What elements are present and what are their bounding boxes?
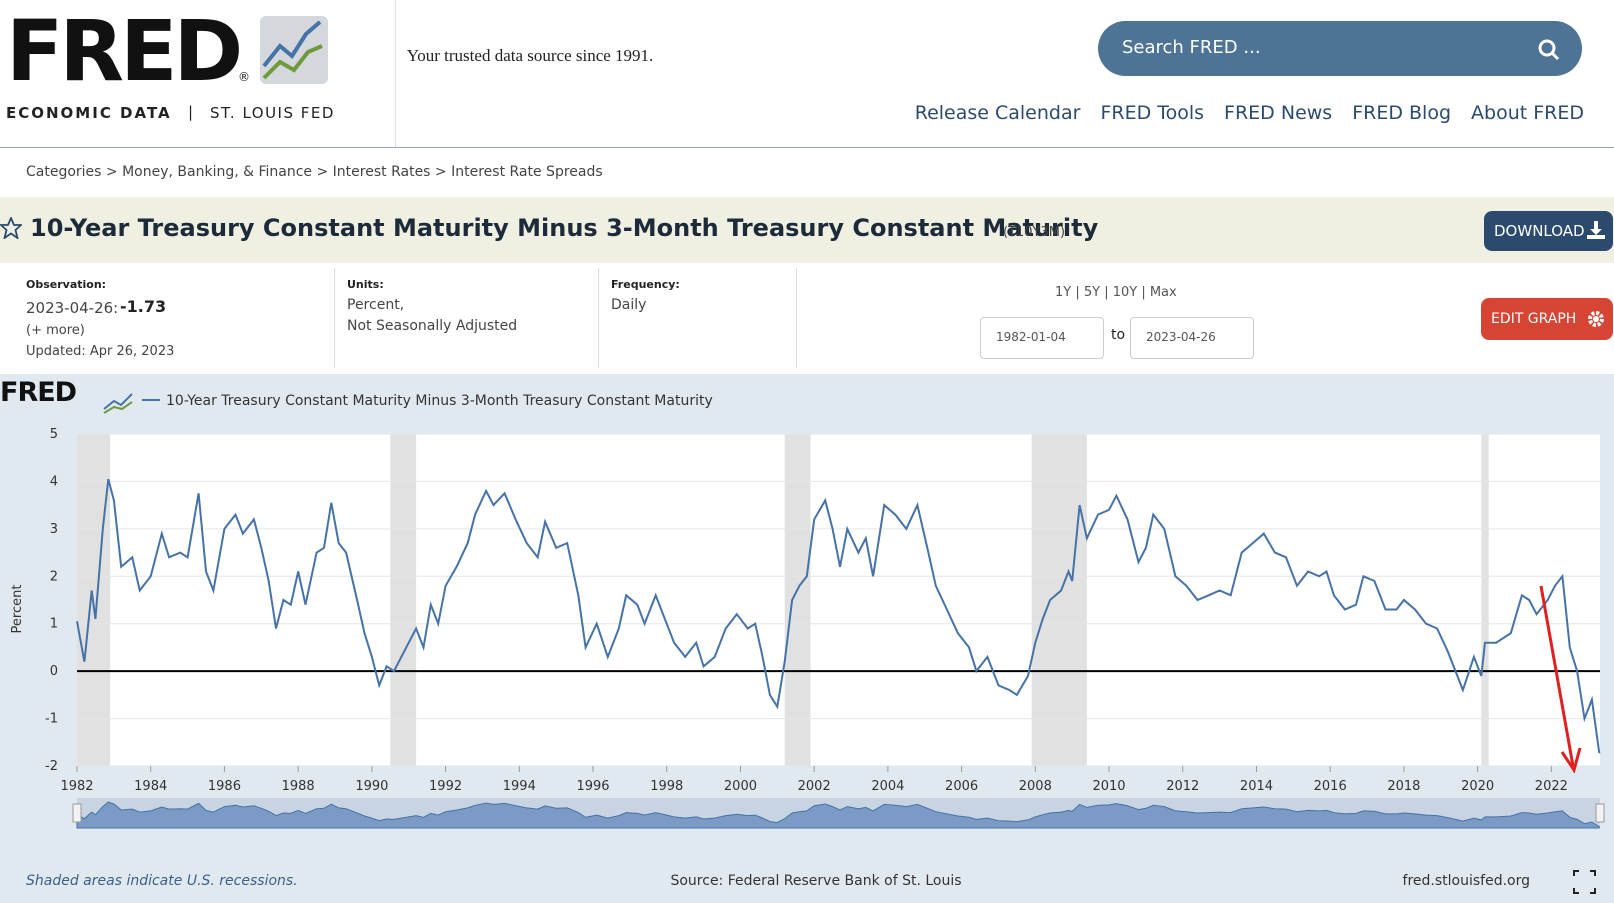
navigator-area	[76, 801, 1600, 829]
x-tick-label: 2000	[724, 779, 757, 794]
x-tick-label: 2002	[798, 779, 831, 794]
recession-band	[784, 434, 811, 766]
y-tick-label: 3	[50, 522, 58, 537]
breadcrumb[interactable]: Categories > Money, Banking, & Finance >…	[26, 164, 603, 180]
x-tick-label: 1998	[650, 779, 683, 794]
nav-link[interactable]: FRED Tools	[1100, 102, 1205, 124]
plot-bg	[77, 434, 1600, 766]
gear-icon	[1588, 311, 1604, 327]
y-tick-label: 4	[50, 474, 58, 489]
to-label: to	[1111, 327, 1126, 343]
navigator-handle[interactable]	[72, 803, 82, 823]
legend-entry[interactable]: 10-Year Treasury Constant Maturity Minus…	[166, 393, 713, 409]
header: FRED ® ECONOMIC DATA | ST. LOUIS FED You…	[0, 0, 1614, 148]
range-links[interactable]: 1Y | 5Y | 10Y | Max	[1055, 285, 1177, 300]
navigator-handle[interactable]	[1595, 803, 1605, 823]
updated: Updated: Apr 26, 2023	[26, 344, 175, 359]
nav-link[interactable]: Release Calendar	[914, 102, 1081, 124]
x-tick-label: 1992	[429, 779, 462, 794]
x-tick-label: 1994	[503, 779, 536, 794]
series-id: (T10Y3M)	[1003, 225, 1066, 240]
recession-band	[1481, 434, 1489, 766]
download-label: DOWNLOAD	[1494, 222, 1585, 240]
series-line	[76, 478, 1601, 754]
tagline: Your trusted data source since 1991.	[406, 46, 654, 65]
start-date: 1982-01-04	[996, 330, 1066, 344]
info-row: Observation: 2023-04-26: -1.73 (+ more) …	[0, 263, 1614, 374]
units: Percent,	[347, 297, 405, 313]
nav-link[interactable]: FRED News	[1224, 102, 1333, 124]
chart-brand: FRED	[0, 377, 76, 408]
x-tick-label: 1996	[576, 779, 609, 794]
series-title: 10-Year Treasury Constant Maturity Minus…	[30, 214, 1099, 242]
edit-label: EDIT GRAPH	[1491, 311, 1577, 327]
logo[interactable]: FRED	[6, 2, 243, 100]
download-icon	[1587, 221, 1605, 239]
x-tick-label: 1986	[208, 779, 241, 794]
logo-sub: ECONOMIC DATA	[6, 104, 172, 122]
start-input[interactable]: 1982-01-04	[980, 317, 1104, 359]
x-tick-label: 1988	[282, 779, 315, 794]
x-tick-label: 2006	[945, 779, 978, 794]
registered: ®	[238, 70, 250, 84]
x-tick-label: 2020	[1461, 779, 1494, 794]
end-date: 2023-04-26	[1146, 330, 1216, 344]
obs-date: 2023-04-26:	[26, 299, 119, 317]
units: Not Seasonally Adjusted	[347, 318, 518, 334]
x-tick-label: 1982	[60, 779, 93, 794]
x-tick-label: 2022	[1535, 779, 1568, 794]
y-tick-label: -2	[45, 759, 58, 774]
obs-value: -1.73	[120, 297, 167, 316]
source: Source: Federal Reserve Bank of St. Loui…	[670, 873, 961, 889]
annotation-arrow	[1539, 585, 1575, 767]
x-tick-label: 2018	[1387, 779, 1420, 794]
more-link[interactable]: (+ more)	[26, 323, 85, 338]
search-icon[interactable]	[1538, 39, 1560, 61]
nav: Release Calendar FRED Tools FRED News FRED …	[915, 102, 1584, 124]
download-button[interactable]: DOWNLOAD	[1484, 211, 1613, 251]
recession-band	[390, 434, 417, 766]
edit-button[interactable]: EDIT GRAPH	[1481, 298, 1613, 340]
x-tick-label: 2008	[1019, 779, 1052, 794]
y-axis-label: Percent	[10, 585, 25, 634]
fullscreen-icon[interactable]	[1573, 870, 1596, 894]
y-tick-label: -1	[45, 712, 58, 727]
end-input[interactable]: 2023-04-26	[1130, 317, 1254, 359]
y-tick-label: 2	[50, 569, 58, 584]
site: fred.stlouisfed.org	[1403, 873, 1530, 889]
x-tick-label: 1990	[355, 779, 388, 794]
nav-link[interactable]: FRED Blog	[1352, 102, 1452, 124]
footnote: Shaded areas indicate U.S. recessions.	[26, 873, 298, 889]
x-tick-label: 1984	[134, 779, 167, 794]
search-placeholder: Search FRED ...	[1122, 37, 1261, 58]
y-tick-label: 1	[50, 617, 58, 632]
nav-link[interactable]: About FRED	[1471, 102, 1584, 124]
y-tick-label: 0	[50, 664, 58, 679]
recession-band	[1031, 434, 1087, 766]
x-tick-label: 2014	[1240, 779, 1273, 794]
search-box[interactable]: Search FRED ...	[1098, 21, 1582, 76]
frequency: Daily	[611, 297, 647, 313]
y-tick-label: 5	[50, 427, 58, 442]
x-tick-label: 2016	[1314, 779, 1347, 794]
logo-icon	[260, 16, 328, 84]
chart: FRED 10-Year Treasury Constant Maturity …	[0, 374, 1614, 903]
freq-label: Frequency:	[611, 278, 680, 291]
title-bar: 10-Year Treasury Constant Maturity Minus…	[0, 197, 1614, 263]
logo-sep: |	[188, 103, 194, 121]
obs-label: Observation:	[26, 278, 107, 291]
x-tick-label: 2012	[1166, 779, 1199, 794]
star-icon[interactable]	[0, 217, 22, 239]
x-tick-label: 2010	[1092, 779, 1125, 794]
x-tick-label: 2004	[871, 779, 904, 794]
annotation-arrowhead	[1560, 747, 1582, 774]
units-label: Units:	[347, 278, 384, 291]
logo-sub: ST. LOUIS FED	[210, 104, 335, 122]
